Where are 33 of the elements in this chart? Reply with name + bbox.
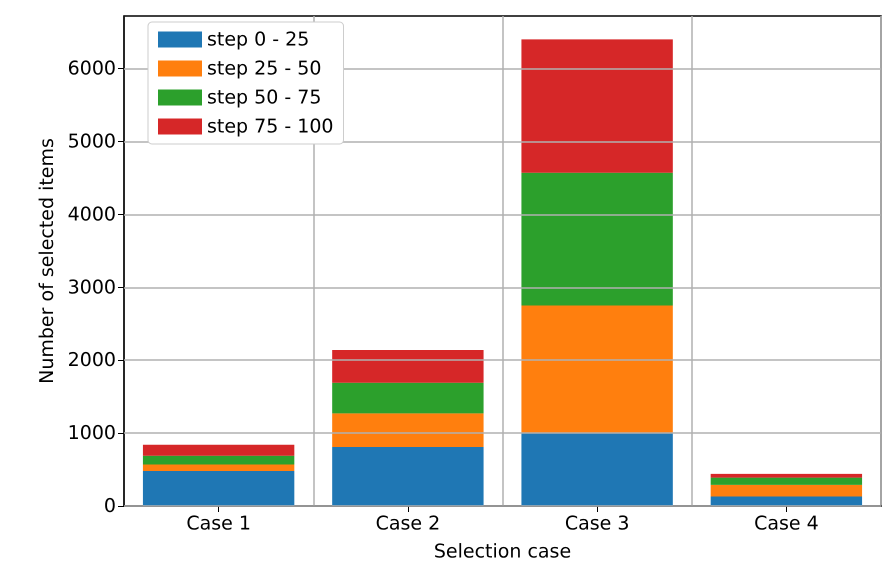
y-tick-label: 5000 (68, 130, 116, 152)
x-tick-label: Case 4 (754, 512, 819, 534)
bar (142, 471, 294, 506)
bar (521, 433, 673, 506)
y-tick-label: 0 (104, 495, 116, 517)
bar (332, 382, 484, 414)
x-tick-label: Case 3 (564, 512, 630, 534)
legend-label: step 75 - 100 (207, 116, 334, 138)
x-tick-label: Case 1 (186, 512, 251, 534)
legend-label: step 25 - 50 (207, 58, 322, 80)
bar (142, 444, 294, 456)
y-tick-label: 4000 (68, 203, 116, 226)
x-axis-title: Selection case (434, 540, 572, 562)
bar (332, 446, 484, 506)
bar (332, 413, 484, 447)
x-tick-label: Case 2 (376, 512, 440, 534)
legend-label: step 0 - 25 (207, 28, 310, 50)
bar (142, 456, 294, 464)
bar (332, 350, 484, 383)
bar (710, 478, 862, 485)
bar (521, 39, 673, 173)
bar (710, 496, 862, 506)
y-axis-title: Number of selected items (36, 138, 58, 384)
y-tick-label: 1000 (68, 422, 116, 444)
y-tick-label: 6000 (68, 58, 116, 80)
y-tick-label: 3000 (68, 276, 116, 298)
bar (710, 474, 862, 478)
bar (142, 464, 294, 471)
y-tick-label: 2000 (68, 349, 116, 372)
bar (521, 172, 673, 306)
bar (521, 305, 673, 434)
bar (710, 484, 862, 497)
legend-label: step 50 - 75 (207, 86, 322, 108)
